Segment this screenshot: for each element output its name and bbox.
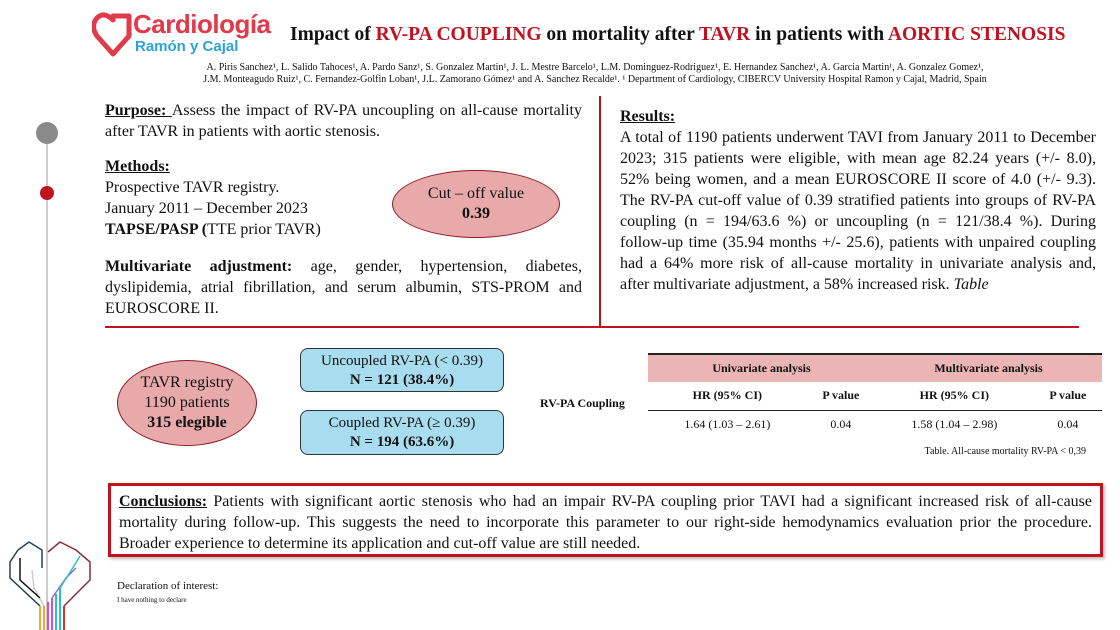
- table-row: 1.64 (1.03 – 2.61) 0.04 1.58 (1.04 – 2.98)…: [648, 410, 1102, 438]
- table-cell: 1.64 (1.03 – 2.61): [684, 416, 771, 431]
- declaration-text: I have nothing to declare: [117, 596, 187, 604]
- registry-ellipse: TAVR registry 1190 patients 315 elegible: [117, 360, 257, 446]
- table-cell: 0.04: [830, 416, 852, 431]
- timeline-dot-gray: [36, 122, 58, 144]
- uncoupled-box: Uncoupled RV-PA (< 0.39) N = 121 (38.4%): [300, 348, 504, 392]
- table-group-header: Multivariate analysis: [934, 361, 1043, 375]
- divider-horizontal: [105, 326, 1079, 328]
- results-section: Results: A total of 1190 patients underwe…: [620, 108, 1096, 293]
- authors: A. Piris Sanchez¹, L. Salido Tahoces¹, A…: [203, 62, 987, 85]
- methods-section: Methods: Prospective TAVR registry. Januar…: [105, 158, 321, 238]
- heart-lines-icon: [9, 541, 91, 630]
- table-group-header: Univariate analysis: [712, 361, 811, 375]
- timeline-dot-red: [40, 186, 54, 200]
- table-caption: Table. All-cause mortality RV-PA < 0,39: [924, 446, 1086, 457]
- table-col-header: HR (95% CI): [919, 388, 989, 403]
- table-cell: 0.04: [1057, 416, 1079, 431]
- table-col-header: HR (95% CI): [692, 388, 762, 403]
- poster-title: Impact of RV-PA COUPLING on mortality af…: [290, 24, 1066, 45]
- table-col-header: P value: [822, 388, 860, 403]
- multivariate-section: Multivariate adjustment: age, gender, hy…: [105, 258, 583, 317]
- results-table: Univariate analysis Multivariate analysis…: [648, 353, 1102, 438]
- divider-vertical: [599, 96, 601, 326]
- coupled-box: Coupled RV-PA (≥ 0.39) N = 194 (63.6%): [300, 410, 504, 455]
- purpose-section: Purpose: Assess the impact of RV-PA unco…: [105, 102, 583, 140]
- conclusions-box: Conclusions: Patients with significant a…: [108, 483, 1103, 557]
- logo-heart-icon: [92, 12, 132, 57]
- timeline-line: [46, 130, 48, 630]
- table-row-label: RV-PA Coupling: [540, 396, 625, 410]
- table-col-header: P value: [1049, 388, 1087, 403]
- cutoff-ellipse: Cut – off value 0.39: [392, 170, 560, 238]
- logo-subtext: Ramón y Cajal: [135, 38, 239, 55]
- declaration-label: Declaration of interest:: [117, 580, 219, 592]
- logo-text: Cardiología: [133, 9, 271, 39]
- table-cell: 1.58 (1.04 – 2.98): [911, 416, 998, 431]
